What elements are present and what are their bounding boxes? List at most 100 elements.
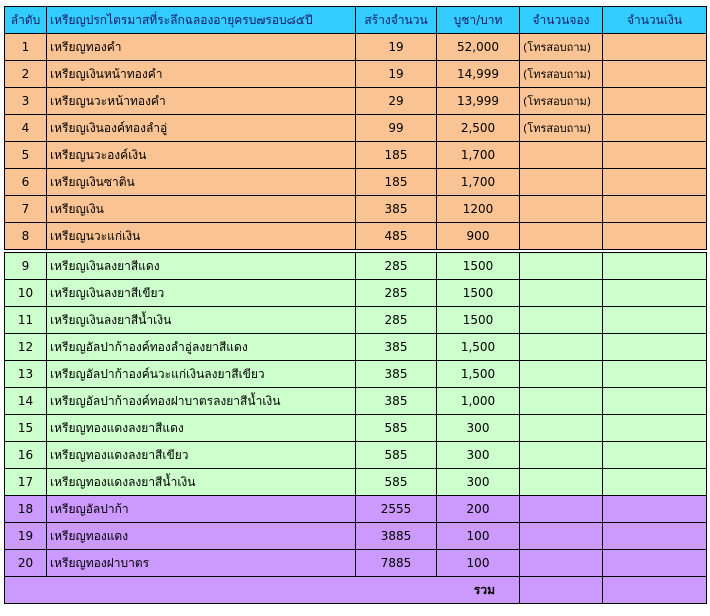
- cell-amount[interactable]: [602, 549, 707, 577]
- cell-reserve[interactable]: [519, 279, 603, 307]
- cell-reserve[interactable]: [519, 414, 603, 442]
- table-row: 11 เหรียญเงินลงยาสีน้ำเงิน 285 1500: [4, 306, 707, 334]
- cell-no: 4: [4, 114, 47, 142]
- cell-price: 300: [436, 414, 520, 442]
- cell-no: 2: [4, 60, 47, 88]
- table-row: 19 เหรียญทองแดง 3885 100: [4, 522, 707, 550]
- header-amount: จำนวนเงิน: [602, 6, 707, 34]
- cell-amount[interactable]: [602, 522, 707, 550]
- cell-price: 1200: [436, 195, 520, 223]
- cell-amount[interactable]: [602, 114, 707, 142]
- cell-no: 9: [4, 252, 47, 280]
- cell-price: 1,500: [436, 333, 520, 361]
- header-no: ลำดับ: [4, 6, 47, 34]
- cell-price: 300: [436, 468, 520, 496]
- header-price: บูชา/บาท: [436, 6, 520, 34]
- cell-reserve[interactable]: (โทรสอบถาม): [519, 60, 603, 88]
- cell-amount[interactable]: [602, 387, 707, 415]
- cell-item: เหรียญนวะองค์เงิน: [46, 141, 356, 169]
- table-row: 8 เหรียญนวะแก่เงิน 485 900: [4, 222, 707, 250]
- cell-reserve[interactable]: [519, 252, 603, 280]
- cell-reserve[interactable]: [519, 495, 603, 523]
- cell-reserve[interactable]: [519, 468, 603, 496]
- cell-item: เหรียญอัลปาก้าองค์ทองลำอู่ลงยาสีแดง: [46, 333, 356, 361]
- cell-price: 1500: [436, 306, 520, 334]
- cell-reserve[interactable]: [519, 222, 603, 250]
- cell-no: 1: [4, 33, 47, 61]
- cell-item: เหรียญทองคำ: [46, 33, 356, 61]
- cell-no: 14: [4, 387, 47, 415]
- cell-item: เหรียญเงินลงยาสีเขียว: [46, 279, 356, 307]
- cell-price: 1500: [436, 252, 520, 280]
- cell-reserve[interactable]: (โทรสอบถาม): [519, 114, 603, 142]
- cell-quantity: 2555: [355, 495, 437, 523]
- cell-reserve[interactable]: [519, 441, 603, 469]
- cell-item: เหรียญเงินหน้าทองคำ: [46, 60, 356, 88]
- cell-amount[interactable]: [602, 468, 707, 496]
- cell-amount[interactable]: [602, 60, 707, 88]
- cell-amount[interactable]: [602, 360, 707, 388]
- cell-no: 6: [4, 168, 47, 196]
- cell-reserve[interactable]: [519, 168, 603, 196]
- cell-reserve[interactable]: [519, 195, 603, 223]
- cell-price: 1500: [436, 279, 520, 307]
- cell-reserve[interactable]: [519, 549, 603, 577]
- cell-price: 900: [436, 222, 520, 250]
- cell-price: 100: [436, 522, 520, 550]
- cell-quantity: 385: [355, 360, 437, 388]
- cell-reserve[interactable]: [519, 141, 603, 169]
- cell-amount[interactable]: [602, 87, 707, 115]
- cell-amount[interactable]: [602, 141, 707, 169]
- cell-price: 1,000: [436, 387, 520, 415]
- cell-amount[interactable]: [602, 33, 707, 61]
- cell-quantity: 285: [355, 252, 437, 280]
- cell-reserve[interactable]: [519, 387, 603, 415]
- total-reserve[interactable]: [519, 576, 603, 604]
- cell-item: เหรียญเงินซาติน: [46, 168, 356, 196]
- cell-price: 14,999: [436, 60, 520, 88]
- cell-reserve[interactable]: [519, 522, 603, 550]
- price-table: ลำดับ เหรียญปรกไตรมาสที่ระลึกฉลองอายุครบ…: [4, 6, 707, 604]
- cell-no: 18: [4, 495, 47, 523]
- cell-reserve[interactable]: [519, 360, 603, 388]
- cell-amount[interactable]: [602, 414, 707, 442]
- cell-no: 15: [4, 414, 47, 442]
- cell-no: 20: [4, 549, 47, 577]
- cell-quantity: 385: [355, 333, 437, 361]
- header-quantity: สร้างจำนวน: [355, 6, 437, 34]
- cell-reserve[interactable]: (โทรสอบถาม): [519, 33, 603, 61]
- table-row: 14 เหรียญอัลปาก้าองค์ทองฝาบาตรลงยาสีน้ำเง…: [4, 387, 707, 415]
- cell-price: 52,000: [436, 33, 520, 61]
- cell-amount[interactable]: [602, 306, 707, 334]
- cell-amount[interactable]: [602, 495, 707, 523]
- cell-item: เหรียญเงิน: [46, 195, 356, 223]
- cell-item: เหรียญอัลปาก้าองค์ทองฝาบาตรลงยาสีน้ำเงิน: [46, 387, 356, 415]
- cell-no: 3: [4, 87, 47, 115]
- cell-amount[interactable]: [602, 168, 707, 196]
- cell-quantity: 19: [355, 33, 437, 61]
- header-reserve: จำนวนจอง: [519, 6, 603, 34]
- cell-quantity: 185: [355, 168, 437, 196]
- cell-no: 5: [4, 141, 47, 169]
- cell-quantity: 19: [355, 60, 437, 88]
- cell-amount[interactable]: [602, 441, 707, 469]
- table-row: 4 เหรียญเงินองค์ทองลำอู่ 99 2,500 (โทรสอบถาม…: [4, 114, 707, 142]
- cell-reserve[interactable]: [519, 306, 603, 334]
- cell-amount[interactable]: [602, 222, 707, 250]
- cell-amount[interactable]: [602, 279, 707, 307]
- cell-no: 16: [4, 441, 47, 469]
- cell-quantity: 285: [355, 306, 437, 334]
- total-amount[interactable]: [602, 576, 707, 604]
- cell-amount[interactable]: [602, 252, 707, 280]
- cell-price: 1,700: [436, 141, 520, 169]
- cell-amount[interactable]: [602, 333, 707, 361]
- cell-price: 13,999: [436, 87, 520, 115]
- cell-item: เหรียญทองแดงลงยาสีน้ำเงิน: [46, 468, 356, 496]
- cell-quantity: 585: [355, 441, 437, 469]
- cell-item: เหรียญนวะแก่เงิน: [46, 222, 356, 250]
- cell-no: 19: [4, 522, 47, 550]
- cell-reserve[interactable]: [519, 333, 603, 361]
- cell-item: เหรียญทองฝาบาตร: [46, 549, 356, 577]
- cell-amount[interactable]: [602, 195, 707, 223]
- cell-reserve[interactable]: (โทรสอบถาม): [519, 87, 603, 115]
